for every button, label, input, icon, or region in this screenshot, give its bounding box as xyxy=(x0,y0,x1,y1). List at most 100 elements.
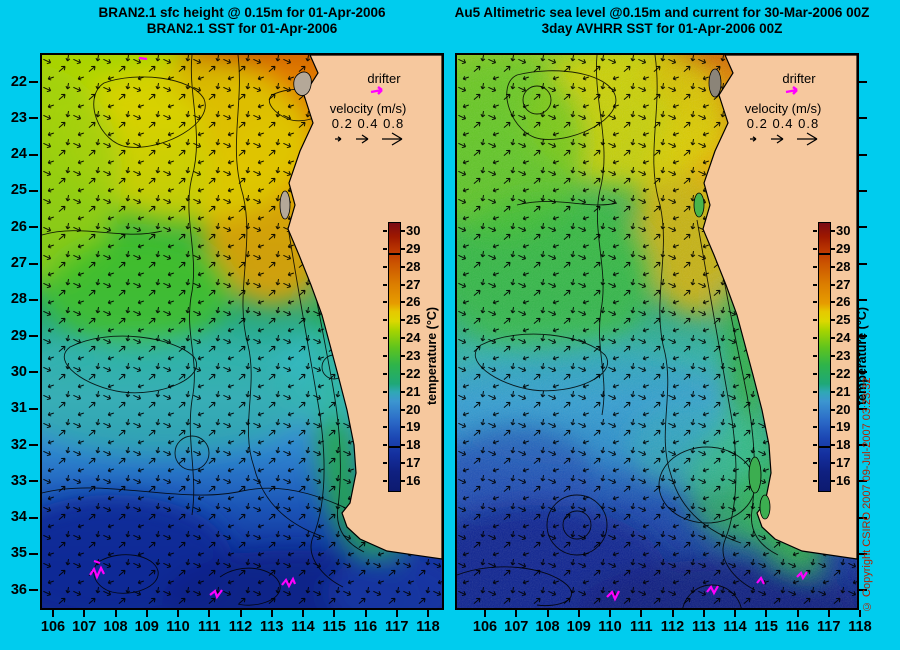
colorbar-tick xyxy=(383,462,387,465)
y-axis-label: 30 xyxy=(10,363,27,380)
drifter-tracks-left xyxy=(89,56,297,600)
y-axis-tick xyxy=(859,153,867,156)
colorbar-tick xyxy=(831,301,835,304)
x-axis-tick xyxy=(484,610,486,617)
y-axis-label: 22 xyxy=(10,73,27,90)
x-axis-tick xyxy=(515,610,518,617)
colorbar-tick-label: 27 xyxy=(406,276,421,292)
colorbar-tick xyxy=(831,283,835,286)
velocity-values: 0.2 0.4 0.8 xyxy=(746,116,820,131)
y-axis-label: 32 xyxy=(10,436,27,453)
y-axis-tick xyxy=(29,117,38,120)
colorbar-tick xyxy=(401,479,405,482)
y-axis-label: 36 xyxy=(10,581,27,598)
x-axis-label: 114 xyxy=(723,619,747,635)
y-axis-tick xyxy=(29,298,38,301)
x-axis-tick xyxy=(577,610,580,617)
x-axis-tick xyxy=(702,610,705,617)
coastline-land-left xyxy=(287,55,442,560)
x-axis-tick xyxy=(270,610,273,617)
velocity-label: velocity (m/s) xyxy=(744,101,822,116)
x-axis-tick xyxy=(734,610,736,617)
x-axis-label: 116 xyxy=(785,619,810,635)
colorbar-tick xyxy=(401,247,405,250)
colorbar-tick xyxy=(813,408,817,411)
colorbar-tick xyxy=(383,354,387,357)
x-axis-tick xyxy=(208,610,211,617)
colorbar-tick xyxy=(831,337,835,340)
y-axis-label: 29 xyxy=(10,327,27,344)
y-axis-tick xyxy=(859,444,867,446)
right-title-line1: Au5 Altimetric sea level @0.15m and curr… xyxy=(454,5,870,20)
colorbar-gradient xyxy=(818,222,831,492)
colorbar-tick xyxy=(813,479,817,482)
x-axis-label: 109 xyxy=(134,619,159,635)
velocity-label: velocity (m/s) xyxy=(329,101,407,116)
colorbar-tick xyxy=(813,426,817,429)
colorbar-tick-label: 29 xyxy=(406,240,421,256)
colorbar-tick xyxy=(383,319,387,322)
y-axis-label: 33 xyxy=(10,472,27,489)
x-axis-label: 110 xyxy=(598,619,622,635)
colorbar-tick xyxy=(401,319,405,322)
y-axis-tick xyxy=(859,335,867,338)
x-axis-tick xyxy=(83,610,86,617)
x-axis-label: 107 xyxy=(504,619,529,635)
colorbar-tick xyxy=(383,230,387,232)
colorbar-right: 30 29 28 27 26 25 24 23 22 21 20 19 18 17 16 temperatu… xyxy=(813,222,878,492)
drifter-arrow-icon xyxy=(370,86,383,95)
x-axis-tick xyxy=(546,610,549,617)
y-axis-tick xyxy=(29,407,38,410)
colorbar-tick-label: 20 xyxy=(406,401,421,417)
colorbar-title: temperature (°C) xyxy=(425,306,439,406)
colorbar-tick xyxy=(383,265,387,268)
colorbar-tick xyxy=(401,337,405,340)
map-panel-right: 30 29 28 27 26 25 24 23 22 21 20 19 18 17 16 temperatu… xyxy=(455,53,869,610)
y-axis-tick xyxy=(859,589,867,592)
y-axis-tick xyxy=(859,407,867,410)
y-axis-label: 23 xyxy=(10,109,27,126)
colorbar-tick-label: 28 xyxy=(406,258,421,274)
colorbar-tick-label: 25 xyxy=(836,312,851,328)
y-axis-label: 34 xyxy=(10,509,27,526)
drifter-label: drifter xyxy=(782,71,816,86)
x-axis-label: 118 xyxy=(848,619,872,635)
y-axis-label: 26 xyxy=(10,218,27,235)
colorbar-tick-label: 22 xyxy=(406,365,421,381)
x-axis-label: 116 xyxy=(353,619,378,635)
colorbar-tick xyxy=(383,390,387,393)
x-axis-label: 118 xyxy=(416,619,440,635)
x-axis-label: 113 xyxy=(260,619,284,635)
y-axis-tick xyxy=(29,262,38,265)
y-axis-tick xyxy=(29,371,38,374)
y-axis-tick xyxy=(29,189,38,192)
y-axis-tick xyxy=(29,81,38,83)
y-axis-tick xyxy=(859,371,867,374)
colorbar-tick-label: 25 xyxy=(406,312,421,328)
y-axis-label: 25 xyxy=(10,182,27,199)
left-panel-title: BRAN2.1 sfc height @ 0.15m for 01-Apr-20… xyxy=(42,5,442,37)
colorbar-tick xyxy=(831,265,835,268)
colorbar-tick-label: 19 xyxy=(406,419,421,435)
colorbar-tick xyxy=(401,390,405,393)
x-axis-tick xyxy=(145,610,148,617)
colorbar-tick-label: 22 xyxy=(836,365,851,381)
colorbar-tick-label: 17 xyxy=(406,455,421,471)
x-axis-label: 106 xyxy=(40,619,66,635)
y-axis-right-ticks xyxy=(859,55,871,608)
y-axis-tick xyxy=(859,298,867,301)
colorbar-tick xyxy=(813,265,817,268)
x-axis-tick xyxy=(796,610,799,617)
colorbar-tick xyxy=(813,337,817,340)
y-axis-label: 27 xyxy=(10,255,27,271)
y-axis-label: 28 xyxy=(10,291,27,308)
colorbar-tick-label: 19 xyxy=(836,419,851,435)
colorbar-tick xyxy=(813,462,817,465)
colorbar-tick-label: 26 xyxy=(406,294,421,310)
y-axis-left: 22 23 24 25 26 27 28 29 30 31 32 33 34 35 36 xyxy=(0,55,40,608)
x-axis-right: 106 107 108 109 110 111 112 113 114 115 116 117 118 xyxy=(457,610,897,646)
drifter-tracks-right xyxy=(606,571,808,602)
colorbar-tick-label: 18 xyxy=(406,437,421,453)
colorbar-tick-label: 26 xyxy=(836,294,851,310)
contour-lines-right xyxy=(457,55,779,608)
